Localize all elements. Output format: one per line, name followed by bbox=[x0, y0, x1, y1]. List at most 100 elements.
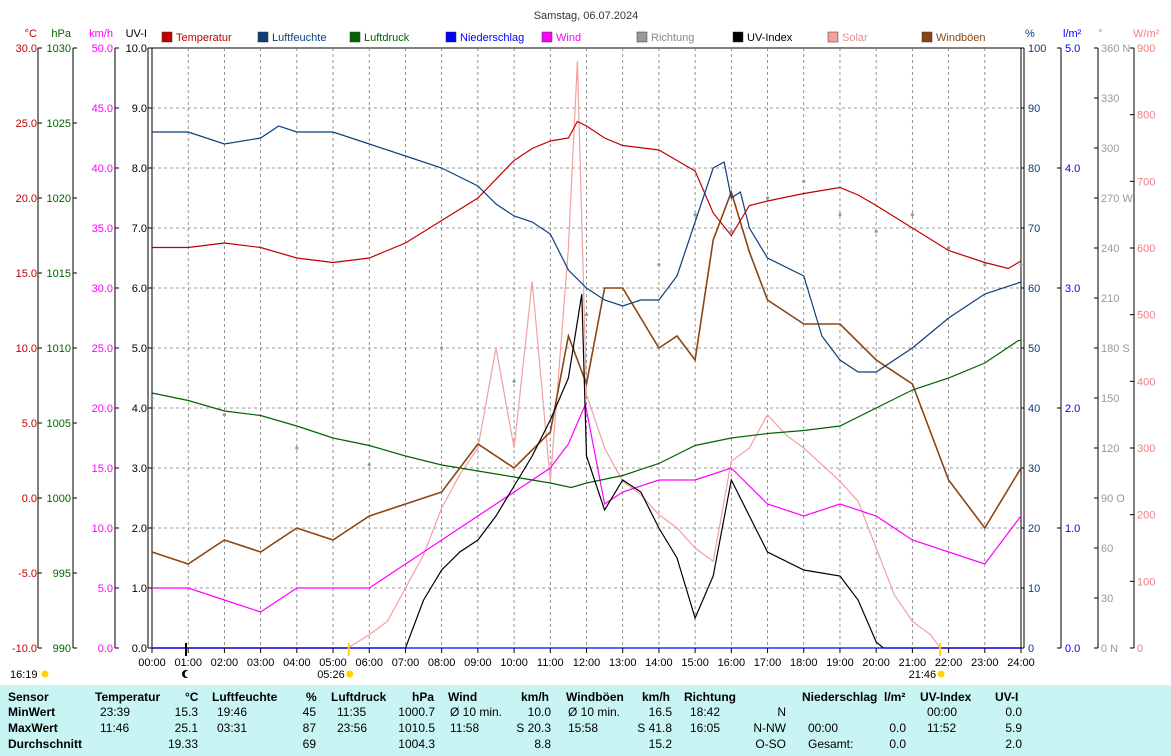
stat-uv-v: 2.0 bbox=[1005, 737, 1022, 751]
left-axis-tick-label: 0.0 bbox=[132, 643, 147, 655]
left-axis-unit: km/h bbox=[89, 28, 113, 40]
stat-hum-t: 03:31 bbox=[217, 721, 248, 735]
richtung-point bbox=[946, 246, 951, 250]
richtung-point bbox=[1019, 263, 1023, 267]
left-axis-tick-label: 1005 bbox=[47, 418, 71, 430]
richtung-point bbox=[222, 413, 227, 417]
stat-label: Durchschnitt bbox=[8, 737, 83, 751]
right-axis-tick-label: 900 bbox=[1137, 43, 1155, 55]
left-axis-tick-label: 8.0 bbox=[132, 163, 147, 175]
legend-swatch bbox=[827, 31, 839, 43]
right-axis-tick-label: 30 bbox=[1101, 593, 1113, 605]
left-axis-tick-label: 25.0 bbox=[92, 343, 113, 355]
stat-header-dir: Richtung bbox=[684, 690, 736, 704]
x-axis-tick-label: 06:00 bbox=[355, 657, 383, 669]
right-axis-tick-label: 1.0 bbox=[1065, 523, 1080, 535]
stat-uv-t: 11:52 bbox=[927, 721, 957, 735]
stat-rain-t: 00:00 bbox=[808, 721, 839, 735]
richtung-point bbox=[765, 196, 770, 200]
stat-pres-v: 1004.3 bbox=[398, 737, 435, 751]
left-axis-tick-label: 25.0 bbox=[16, 118, 37, 130]
stat-header-wind: Wind bbox=[448, 690, 478, 704]
left-axis-tick-label: 0.0 bbox=[98, 643, 113, 655]
left-axis-tick-label: 10.0 bbox=[92, 523, 113, 535]
right-axis-tick-label: 240 bbox=[1101, 243, 1119, 255]
left-axis-tick-label: 15.0 bbox=[16, 268, 37, 280]
stat-wind-t: Ø 10 min. bbox=[450, 705, 503, 719]
stat-pres-t: 23:56 bbox=[337, 721, 368, 735]
right-axis-tick-label: 500 bbox=[1137, 310, 1155, 322]
right-axis-tick-label: 0.0 bbox=[1065, 643, 1080, 655]
left-axis-tick-label: 1000 bbox=[47, 493, 71, 505]
stat-header-pres: Luftdruck bbox=[331, 690, 387, 704]
stat-uv-t: 00:00 bbox=[927, 705, 958, 719]
x-axis-tick-label: 08:00 bbox=[428, 657, 456, 669]
left-axis-tick-label: 1020 bbox=[47, 193, 71, 205]
stat-pres-v: 1010.5 bbox=[398, 721, 435, 735]
left-axis-unit: °C bbox=[25, 28, 37, 40]
legend-swatch bbox=[257, 31, 269, 43]
x-axis-tick-label: 00:00 bbox=[138, 657, 166, 669]
richtung-point bbox=[693, 213, 697, 217]
left-axis-tick-label: 30.0 bbox=[16, 43, 37, 55]
stat-header-sensor: Sensor bbox=[8, 690, 49, 704]
stat-header-hum-unit: % bbox=[306, 690, 317, 704]
left-axis-tick-label: 1010 bbox=[47, 343, 71, 355]
chart-title: Samstag, 06.07.2024 bbox=[534, 10, 639, 22]
x-axis-tick-label: 02:00 bbox=[211, 657, 239, 669]
x-axis-tick-label: 05:00 bbox=[319, 657, 347, 669]
series-luftfeuchte-line bbox=[152, 125, 1022, 373]
legend-label: Richtung bbox=[651, 32, 694, 44]
left-axis-tick-label: 5.0 bbox=[98, 583, 113, 595]
series-luftdruck-line bbox=[151, 339, 1021, 489]
x-axis-tick-label: 01:00 bbox=[174, 657, 202, 669]
series-uvindex-line bbox=[152, 293, 1021, 649]
richtung-point bbox=[983, 263, 987, 267]
richtung-point bbox=[729, 229, 733, 233]
sunrise-icon bbox=[346, 670, 354, 678]
stat-temp-t: 11:46 bbox=[100, 721, 130, 735]
statistics-table: Sensor Temperatur °C Luftfeuchte % Luftd… bbox=[0, 685, 1171, 756]
legend-swatch bbox=[732, 31, 744, 43]
richtung-point bbox=[657, 263, 661, 267]
legend-label: Luftfeuchte bbox=[272, 32, 326, 44]
sun-moon-markers: 16:19 05:26 21:46 bbox=[10, 643, 945, 681]
stat-pres-t: 11:35 bbox=[337, 705, 367, 719]
right-axis-tick-label: 600 bbox=[1137, 243, 1155, 255]
x-axis-tick-label: 17:00 bbox=[754, 657, 782, 669]
stat-gust-v: 16.5 bbox=[648, 705, 672, 719]
richtung-point bbox=[512, 379, 516, 383]
stat-wind-v: 10.0 bbox=[527, 705, 551, 719]
right-axis-tick-label: 0 bbox=[1137, 643, 1143, 655]
moon-icon-cut bbox=[184, 670, 192, 678]
series-windben-line bbox=[151, 189, 1022, 565]
x-axis-tick-label: 18:00 bbox=[790, 657, 818, 669]
left-axis-tick-label: 40.0 bbox=[92, 163, 113, 175]
stat-gust-v: 15.2 bbox=[648, 737, 672, 751]
legend-label: Temperatur bbox=[176, 32, 232, 44]
right-axis-tick-label: 700 bbox=[1137, 176, 1155, 188]
left-axis-tick-label: 1015 bbox=[47, 268, 71, 280]
legend-label: Niederschlag bbox=[460, 32, 524, 44]
left-axis-tick-label: 990 bbox=[53, 643, 71, 655]
right-axis-unit: ° bbox=[1098, 28, 1102, 40]
left-axis-tick-label: -10.0 bbox=[12, 643, 37, 655]
stat-header-uv-unit: UV-I bbox=[995, 690, 1019, 704]
stat-header-temp-unit: °C bbox=[185, 690, 199, 704]
left-axis-tick-label: 10.0 bbox=[126, 43, 147, 55]
stat-hum-v: 87 bbox=[302, 721, 316, 735]
stat-gust-t: 15:58 bbox=[568, 721, 599, 735]
stat-hum-t: 19:46 bbox=[217, 705, 248, 719]
x-axis-tick-label: 20:00 bbox=[862, 657, 890, 669]
stat-wind-t: 11:58 bbox=[450, 721, 480, 735]
left-axis-tick-label: 4.0 bbox=[132, 403, 147, 415]
x-axis-tick-label: 07:00 bbox=[392, 657, 420, 669]
stat-dir-v: N-NW bbox=[753, 721, 786, 735]
legend-label: UV-Index bbox=[747, 32, 793, 44]
stat-label: MaxWert bbox=[8, 721, 58, 735]
richtung-point bbox=[295, 446, 299, 450]
left-axis-tick-label: 1030 bbox=[47, 43, 71, 55]
stat-temp-v: 25.1 bbox=[174, 721, 198, 735]
stat-header-temp: Temperatur bbox=[95, 690, 161, 704]
weather-chart: Samstag, 06.07.2024 Temperatur Luftfeucht… bbox=[10, 10, 1160, 681]
